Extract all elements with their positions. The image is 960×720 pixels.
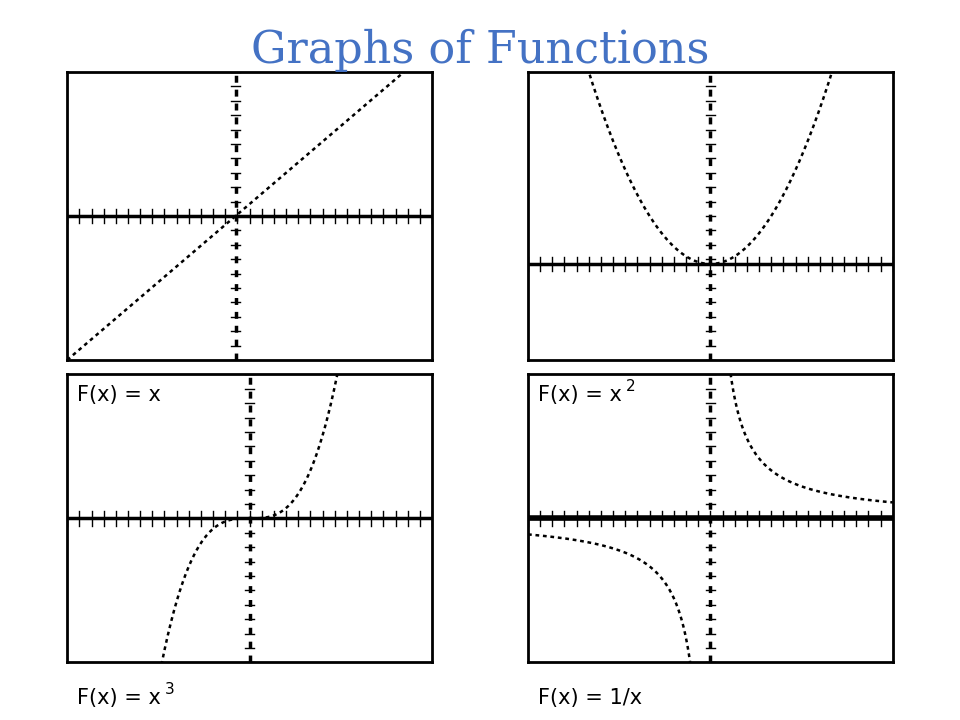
Text: F(x) = x: F(x) = x (538, 385, 621, 405)
Text: 3: 3 (165, 682, 175, 697)
Text: Graphs of Functions: Graphs of Functions (251, 29, 709, 72)
Text: F(x) = x: F(x) = x (77, 688, 160, 708)
Text: 2: 2 (626, 379, 636, 395)
Text: F(x) = 1/x: F(x) = 1/x (538, 688, 641, 708)
Text: F(x) = x: F(x) = x (77, 385, 160, 405)
